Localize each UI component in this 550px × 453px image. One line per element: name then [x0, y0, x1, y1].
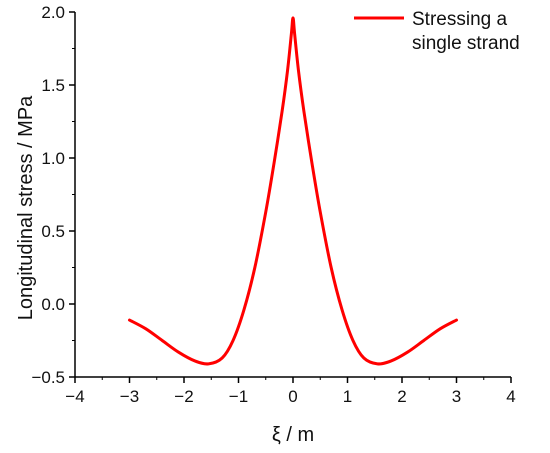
series-layer [128, 16, 458, 366]
x-tick-label: −2 [174, 387, 193, 406]
y-tick-label: 1.5 [41, 76, 65, 95]
x-tick-label: −3 [120, 387, 139, 406]
x-tick-label: −4 [65, 387, 84, 406]
legend: Stressing a single strand [354, 9, 520, 54]
y-axis-title: Longitudinal stress / MPa [15, 95, 37, 320]
x-tick-label: 4 [506, 387, 515, 406]
x-tick-label: 3 [452, 387, 461, 406]
legend-label-part: single strand [412, 33, 520, 54]
x-tick-label: 1 [343, 387, 352, 406]
y-tick-label: −0.5 [31, 368, 65, 387]
legend-label-line1: Stressing a single strand [412, 9, 520, 54]
x-tick-label: −1 [229, 387, 248, 406]
y-tick-label: 1.0 [41, 149, 65, 168]
y-tick-label: 0.5 [41, 222, 65, 241]
x-axis-title: ξ / m [272, 424, 314, 446]
axes: −4 −3 −2 −1 0 1 2 3 4 −0.5 0.0 0.5 1.0 1.5 2.0 [31, 3, 515, 406]
y-tick-label: 2.0 [41, 3, 65, 22]
series-line [128, 16, 458, 366]
legend-label-part: Stressing a [412, 9, 507, 30]
y-tick-label: 0.0 [41, 295, 65, 314]
x-tick-label: 2 [397, 387, 406, 406]
x-tick-label: 0 [288, 387, 297, 406]
